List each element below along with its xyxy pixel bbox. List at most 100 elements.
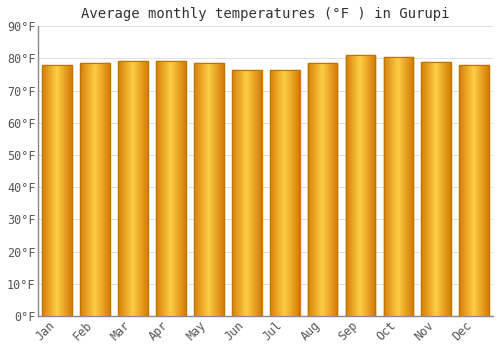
Bar [52, 65, 54, 316]
Bar [392, 57, 394, 316]
Bar [71, 65, 72, 316]
Bar [394, 57, 395, 316]
Bar [82, 63, 84, 316]
Bar [327, 63, 328, 316]
Bar [87, 63, 88, 316]
Bar [63, 65, 64, 316]
Bar [367, 55, 368, 316]
Bar [358, 55, 359, 316]
Bar [431, 62, 432, 316]
Bar [196, 63, 197, 316]
Bar [321, 63, 322, 316]
Bar [255, 70, 256, 316]
Bar [234, 70, 235, 316]
Bar [310, 63, 312, 316]
Bar [295, 70, 296, 316]
Bar [310, 63, 311, 316]
Bar [203, 63, 204, 316]
Bar [323, 63, 324, 316]
Bar [276, 70, 278, 316]
Bar [182, 61, 183, 316]
Bar [472, 65, 474, 316]
Bar [316, 63, 318, 316]
Bar [448, 62, 449, 316]
Bar [348, 55, 349, 316]
Bar [474, 65, 475, 316]
Bar [212, 63, 214, 316]
Bar [109, 63, 110, 316]
Bar [258, 70, 260, 316]
Bar [245, 70, 246, 316]
Bar [132, 61, 133, 316]
Bar [66, 65, 67, 316]
Bar [140, 61, 141, 316]
Bar [397, 57, 398, 316]
Bar [216, 63, 217, 316]
Bar [443, 62, 444, 316]
Bar [322, 63, 324, 316]
Bar [162, 61, 163, 316]
Bar [235, 70, 236, 316]
Bar [81, 63, 82, 316]
Bar [278, 70, 280, 316]
Bar [466, 65, 467, 316]
Bar [139, 61, 140, 316]
Bar [157, 61, 158, 316]
Bar [99, 63, 100, 316]
Bar [384, 57, 413, 316]
Bar [478, 65, 480, 316]
Bar [481, 65, 482, 316]
Bar [251, 70, 252, 316]
Bar [252, 70, 253, 316]
Bar [178, 61, 179, 316]
Bar [400, 57, 402, 316]
Bar [291, 70, 292, 316]
Bar [136, 61, 137, 316]
Bar [142, 61, 144, 316]
Bar [166, 61, 168, 316]
Bar [365, 55, 366, 316]
Bar [136, 61, 138, 316]
Bar [50, 65, 51, 316]
Bar [165, 61, 166, 316]
Bar [316, 63, 317, 316]
Bar [460, 65, 461, 316]
Bar [54, 65, 55, 316]
Bar [292, 70, 294, 316]
Bar [124, 61, 125, 316]
Bar [351, 55, 352, 316]
Bar [485, 65, 486, 316]
Bar [57, 65, 58, 316]
Bar [241, 70, 242, 316]
Bar [394, 57, 396, 316]
Bar [206, 63, 208, 316]
Bar [296, 70, 298, 316]
Bar [92, 63, 93, 316]
Bar [130, 61, 131, 316]
Bar [86, 63, 87, 316]
Bar [94, 63, 96, 316]
Bar [217, 63, 218, 316]
Bar [326, 63, 327, 316]
Bar [324, 63, 326, 316]
Bar [102, 63, 104, 316]
Bar [429, 62, 430, 316]
Bar [135, 61, 136, 316]
Bar [288, 70, 289, 316]
Bar [256, 70, 257, 316]
Bar [173, 61, 174, 316]
Bar [483, 65, 484, 316]
Bar [461, 65, 462, 316]
Bar [58, 65, 59, 316]
Bar [89, 63, 90, 316]
Bar [204, 63, 206, 316]
Bar [411, 57, 412, 316]
Bar [386, 57, 388, 316]
Bar [119, 61, 120, 316]
Bar [330, 63, 331, 316]
Bar [352, 55, 353, 316]
Bar [426, 62, 428, 316]
Bar [465, 65, 466, 316]
Bar [46, 65, 47, 316]
Bar [277, 70, 278, 316]
